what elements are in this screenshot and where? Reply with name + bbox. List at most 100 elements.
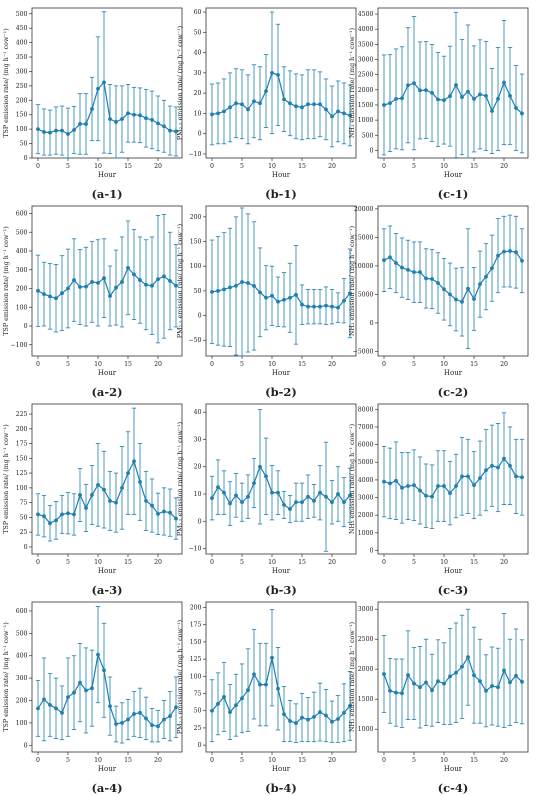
data-point xyxy=(502,80,506,85)
data-point xyxy=(258,290,262,295)
y-tick-label: 7000 xyxy=(358,424,374,431)
data-point xyxy=(478,679,482,684)
data-point xyxy=(394,97,398,101)
data-point xyxy=(246,688,250,692)
plot-frame xyxy=(205,205,357,357)
y-tick-label: 25 xyxy=(20,529,28,536)
data-point xyxy=(348,493,352,498)
data-point xyxy=(222,695,226,699)
data-point xyxy=(222,109,226,114)
plot-frame xyxy=(31,205,183,357)
x-tick-label: 5 xyxy=(412,559,416,566)
data-point xyxy=(162,124,166,129)
x-tick-label: 10 xyxy=(268,559,276,566)
data-point xyxy=(114,285,118,290)
y-tick-label: 225 xyxy=(16,411,28,418)
panel-caption: (b-2) xyxy=(265,385,297,399)
x-tick-label: 0 xyxy=(36,361,40,368)
data-point xyxy=(42,130,46,134)
plot-frame xyxy=(377,7,529,159)
data-point xyxy=(246,107,250,112)
data-point xyxy=(388,101,392,106)
data-point xyxy=(436,281,440,285)
data-point xyxy=(66,286,70,291)
data-point xyxy=(424,680,428,685)
plot-frame xyxy=(31,601,183,753)
series-line xyxy=(211,465,351,510)
data-point xyxy=(276,686,280,691)
data-point xyxy=(430,688,434,693)
y-tick-label: 5000 xyxy=(358,459,374,466)
data-point xyxy=(294,721,298,726)
y-tick-label: 0 xyxy=(198,742,202,749)
y-tick-label: 25 xyxy=(194,725,202,732)
data-point xyxy=(264,89,268,94)
x-tick-label: 0 xyxy=(210,163,214,170)
y-tick-label: 10 xyxy=(194,110,202,117)
x-tick-label: 20 xyxy=(500,361,508,368)
x-tick-label: 15 xyxy=(124,559,132,566)
data-point xyxy=(126,717,130,722)
data-point xyxy=(96,483,100,487)
x-axis-label: Hour xyxy=(98,369,117,377)
y-tick-label: 1000 xyxy=(358,530,374,537)
data-point xyxy=(276,299,280,304)
y-tick-label: 350 xyxy=(16,54,28,61)
data-point xyxy=(258,464,262,469)
data-point xyxy=(496,253,500,258)
data-point xyxy=(84,688,88,693)
data-point xyxy=(168,714,172,719)
x-tick-label: 15 xyxy=(470,559,478,566)
data-point xyxy=(336,305,340,310)
data-point xyxy=(394,690,398,695)
data-point xyxy=(144,498,148,503)
y-tick-label: 175 xyxy=(190,622,202,629)
data-point xyxy=(282,712,286,717)
y-tick-label: 20 xyxy=(194,90,202,97)
series-line xyxy=(211,281,351,309)
panel-caption: (c-2) xyxy=(438,385,469,399)
data-point xyxy=(382,479,386,484)
y-tick-label: 6000 xyxy=(358,442,374,449)
data-point xyxy=(90,686,94,691)
data-point xyxy=(54,706,58,711)
x-tick-label: 20 xyxy=(328,559,336,566)
y-tick-label: −5000 xyxy=(353,348,374,355)
y-tick-label: 500 xyxy=(16,630,28,637)
data-point xyxy=(54,296,58,301)
plot-frame xyxy=(205,7,357,159)
data-point xyxy=(460,299,464,304)
data-point xyxy=(96,280,100,285)
data-point xyxy=(490,463,494,468)
data-point xyxy=(60,291,64,296)
x-axis-label: Hour xyxy=(444,369,463,377)
x-tick-label: 10 xyxy=(94,757,102,764)
x-tick-label: 10 xyxy=(94,163,102,170)
data-point xyxy=(306,717,310,722)
x-tick-label: 10 xyxy=(268,361,276,368)
data-point xyxy=(330,500,334,505)
data-point xyxy=(228,710,232,714)
y-tick-label: 0 xyxy=(24,544,28,551)
y-tick-label: 400 xyxy=(16,40,28,47)
data-point xyxy=(102,487,106,492)
data-point xyxy=(442,681,446,686)
data-point xyxy=(144,116,148,121)
y-tick-label: 2000 xyxy=(358,87,374,94)
data-point xyxy=(306,102,310,107)
x-tick-label: 5 xyxy=(66,163,70,170)
data-point xyxy=(60,512,64,517)
y-tick-label: 200 xyxy=(190,214,202,221)
data-point xyxy=(424,88,428,93)
data-point xyxy=(228,285,232,290)
panel-caption: (c-3) xyxy=(438,583,469,597)
data-point xyxy=(120,280,124,284)
data-point xyxy=(150,503,154,508)
data-point xyxy=(318,304,322,309)
x-axis-label: Hour xyxy=(444,567,463,575)
y-tick-label: 600 xyxy=(16,608,28,615)
data-point xyxy=(78,285,82,289)
data-point xyxy=(54,518,58,523)
data-point xyxy=(406,83,410,88)
data-point xyxy=(294,292,298,297)
